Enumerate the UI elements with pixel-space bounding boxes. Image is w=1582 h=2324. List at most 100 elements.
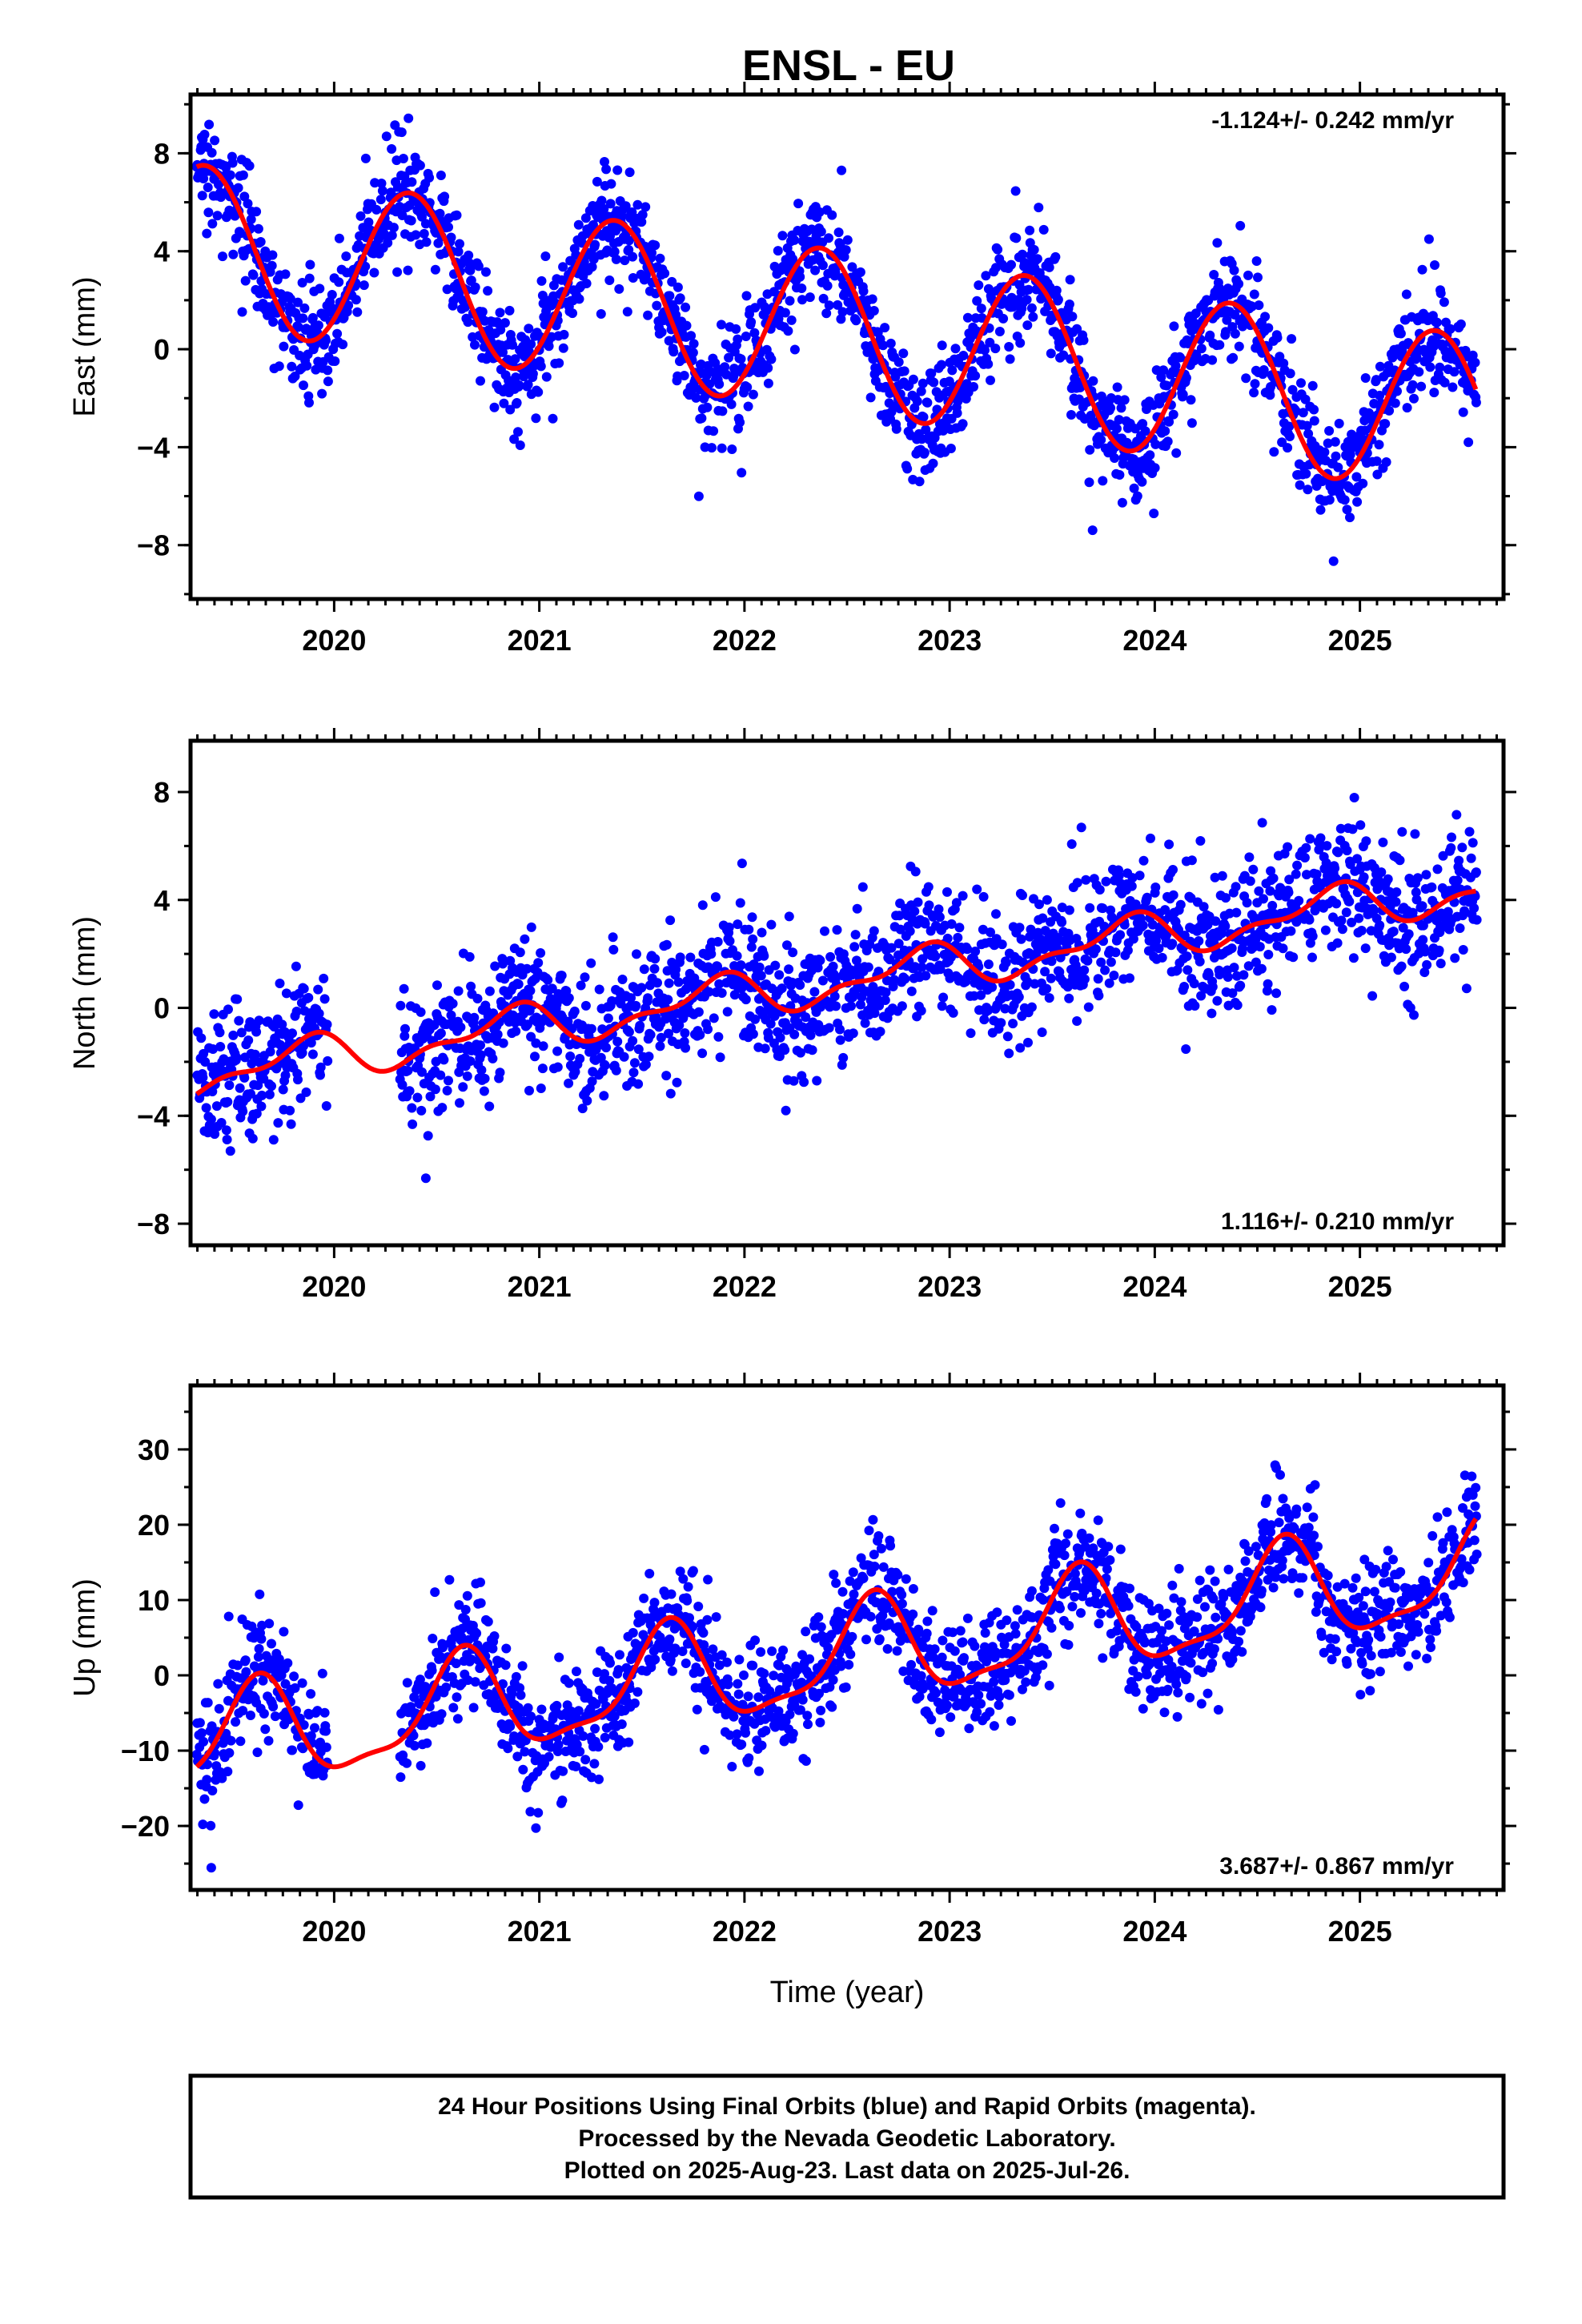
data-point — [793, 199, 804, 209]
data-point — [829, 991, 840, 1002]
data-point — [554, 1652, 564, 1663]
data-point — [256, 1634, 267, 1644]
data-point — [402, 1758, 412, 1768]
data-point — [254, 1643, 264, 1654]
data-point — [239, 191, 250, 202]
data-point — [1369, 399, 1379, 408]
data-point — [748, 934, 758, 944]
data-point — [267, 260, 277, 271]
y-tick-label: −4 — [137, 1100, 170, 1132]
x-tick-label: 2022 — [713, 1270, 777, 1303]
data-point — [383, 238, 393, 248]
data-point — [715, 1052, 725, 1063]
data-point — [1263, 979, 1273, 989]
data-point — [1211, 916, 1221, 927]
data-point — [1349, 793, 1359, 802]
data-point — [454, 1600, 464, 1610]
data-point — [1372, 469, 1383, 480]
data-point — [334, 233, 344, 243]
data-point — [1242, 898, 1252, 908]
data-point — [507, 1688, 517, 1699]
data-point — [412, 1092, 423, 1103]
data-point — [647, 247, 656, 258]
data-point — [614, 283, 624, 294]
data-point — [484, 1101, 495, 1112]
data-point — [626, 993, 636, 1003]
data-point — [1398, 923, 1408, 933]
data-point — [688, 384, 698, 395]
data-point — [1179, 931, 1190, 941]
data-point — [789, 1029, 800, 1039]
data-point — [520, 934, 530, 944]
data-point — [846, 1001, 856, 1011]
data-point — [1328, 556, 1339, 566]
data-point — [398, 154, 408, 163]
data-point — [456, 1022, 466, 1032]
data-point — [285, 1105, 295, 1116]
data-point — [1337, 924, 1347, 935]
data-point — [1196, 991, 1207, 1001]
data-point — [603, 1013, 613, 1023]
data-point — [1251, 957, 1261, 967]
data-point — [717, 406, 728, 416]
data-point — [1468, 838, 1478, 848]
data-point — [1414, 367, 1424, 377]
data-point — [1119, 919, 1130, 930]
data-point — [597, 1024, 608, 1035]
data-point — [679, 371, 689, 380]
data-point — [1309, 416, 1319, 426]
data-point — [1228, 352, 1239, 363]
data-point — [1164, 416, 1174, 427]
data-point — [281, 988, 291, 999]
data-point — [526, 922, 536, 932]
data-point — [199, 1736, 209, 1747]
data-point — [531, 1038, 541, 1048]
data-point — [1076, 822, 1086, 833]
data-point — [1158, 365, 1169, 376]
data-point — [387, 144, 397, 154]
data-point — [942, 887, 952, 897]
data-point — [1066, 839, 1077, 849]
data-point — [1439, 377, 1450, 388]
data-point — [1260, 312, 1271, 322]
data-point — [709, 1013, 719, 1023]
data-point — [1418, 935, 1428, 945]
data-point — [1356, 926, 1367, 935]
data-point — [1116, 403, 1126, 413]
data-point — [664, 1028, 673, 1039]
data-point — [217, 1773, 227, 1783]
data-point — [211, 1101, 222, 1112]
data-point — [1458, 407, 1468, 417]
data-point — [789, 1076, 799, 1086]
data-point — [1263, 950, 1274, 959]
data-point — [436, 1028, 446, 1039]
data-point — [766, 354, 777, 364]
data-point — [273, 1118, 283, 1128]
data-point — [693, 491, 704, 501]
data-point — [313, 984, 323, 995]
data-point — [590, 1723, 600, 1734]
data-point — [1384, 405, 1395, 416]
data-point — [1341, 907, 1351, 918]
data-point — [1243, 270, 1253, 280]
data-point — [1425, 362, 1435, 372]
data-point — [456, 1631, 467, 1642]
data-point — [541, 372, 552, 382]
data-point — [1250, 379, 1260, 389]
data-point — [203, 1759, 212, 1770]
data-point — [552, 1700, 562, 1711]
data-point — [688, 348, 698, 358]
data-point — [612, 1036, 623, 1047]
data-point — [223, 1611, 234, 1622]
data-point — [725, 936, 735, 947]
data-point — [609, 247, 620, 257]
data-point — [1138, 419, 1148, 429]
data-point — [274, 1654, 284, 1664]
data-point — [891, 424, 901, 434]
data-point — [444, 1076, 453, 1086]
data-point — [253, 223, 263, 234]
data-point — [408, 1731, 419, 1741]
data-point — [1179, 982, 1190, 991]
data-point — [1367, 991, 1378, 1001]
